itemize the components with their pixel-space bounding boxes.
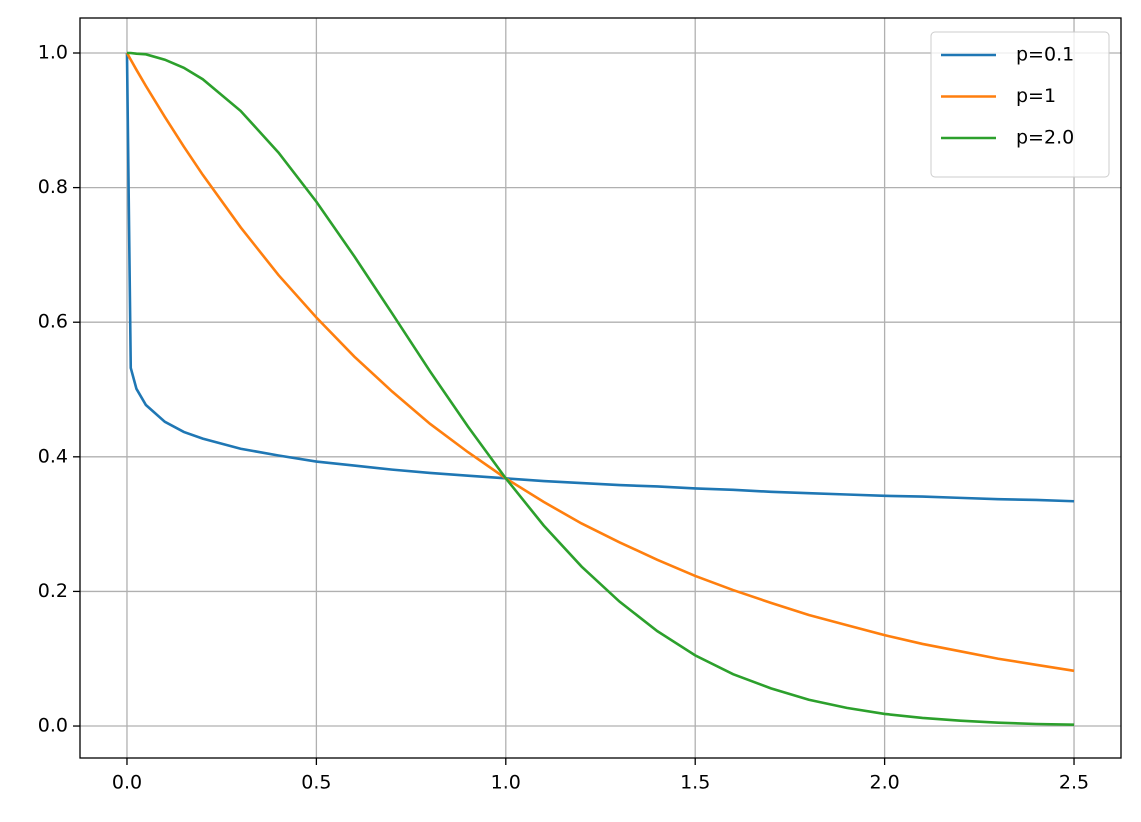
legend-label: p=2.0 [1016,127,1074,149]
plot-frame [79,17,1122,759]
y-tick-label: 0.8 [38,176,68,198]
legend-box [930,31,1110,178]
x-tick-label: 1.0 [491,772,521,794]
line-series [126,51,1075,726]
x-tick-label: 0.0 [112,772,142,794]
y-tick-label: 0.6 [38,311,68,333]
y-tick-label: 1.0 [38,41,68,63]
line-series [125,52,1075,503]
line-series [125,52,1075,673]
legend-label: p=0.1 [1016,44,1074,66]
legend-label: p=1 [1016,85,1056,107]
y-tick-label: 0.2 [38,580,68,602]
legend: p=0.1 p=1 p=2.0 [930,31,1110,178]
x-tick-label: 2.5 [1059,772,1089,794]
x-tick-label: 2.0 [870,772,900,794]
y-tick-label: 0.4 [38,445,68,467]
x-tick-label: 1.5 [680,772,710,794]
x-tick-label: 0.5 [301,772,331,794]
y-tick-label: 0.0 [38,715,68,737]
